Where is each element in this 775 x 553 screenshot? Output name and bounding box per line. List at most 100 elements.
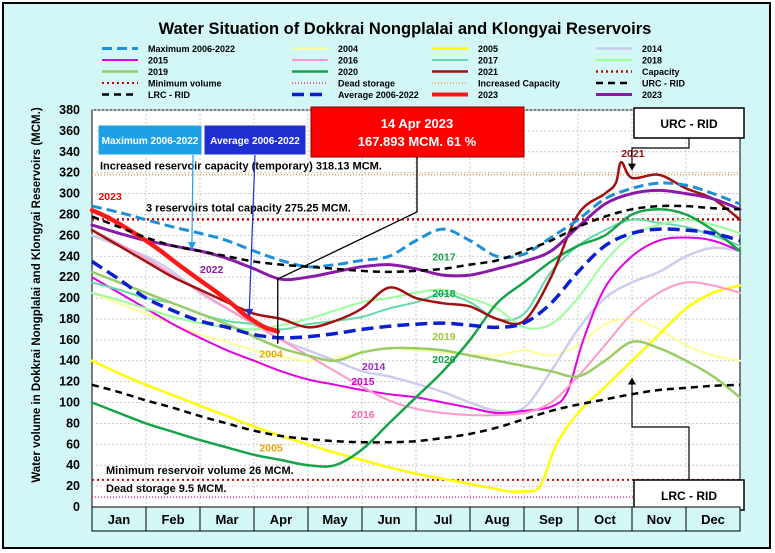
legend-label: Average 2006-2022 — [338, 90, 419, 100]
x-tick-label: Apr — [270, 512, 292, 527]
x-tick-dec: Dec — [685, 506, 741, 532]
y-tick-label-300: 300 — [59, 187, 80, 201]
x-tick-jun: Jun — [361, 506, 417, 532]
ref-label-capacity: 3 reservoirs total capacity 275.25 MCM. — [146, 202, 351, 214]
x-axis: Jan Feb Mar Apr May Jun Jul Aug Sep Oct Nov Dec — [91, 506, 741, 532]
callout-average-label: Average 2006-2022 — [210, 136, 300, 147]
y-tick-label-140: 140 — [59, 354, 80, 368]
y-tick-label-240: 240 — [59, 249, 80, 263]
legend-label: 2015 — [148, 56, 168, 66]
legend-item-capacity-11: Capacity — [596, 67, 680, 77]
x-tick-feb: Feb — [145, 506, 201, 532]
x-tick-aug: Aug — [469, 506, 525, 532]
callout-lrc: LRC - RID — [628, 377, 745, 511]
x-tick-apr: Apr — [253, 506, 309, 532]
x-tick-label: Oct — [594, 512, 616, 527]
series-line-maximum-2006-2022 — [91, 181, 741, 269]
legend-item-2023-19: 2023 — [596, 90, 662, 100]
legend-label: 2019 — [148, 67, 168, 77]
y-tick-label-0: 0 — [73, 500, 80, 514]
callout-maximum-label: Maximum 2006-2022 — [102, 136, 199, 147]
legend: Maximum 2006-2022 2004 2005 2014 2015 2016 201… — [102, 44, 685, 100]
series-line-urc-rid — [91, 204, 741, 274]
x-tick-label: Feb — [161, 512, 184, 527]
legend-label: 2004 — [338, 44, 358, 54]
y-tick-label-100: 100 — [59, 396, 80, 410]
series-line-2015 — [91, 236, 741, 415]
series-lines — [89, 160, 742, 494]
legend-item-dead-storage-13: Dead storage — [292, 79, 395, 89]
callout-average: Average 2006-2022 — [203, 124, 307, 317]
y-tick-label-320: 320 — [59, 166, 80, 180]
callout-current-value: 167.893 MCM. 61 % — [358, 134, 477, 149]
legend-label: 2018 — [642, 56, 662, 66]
x-tick-label: Nov — [647, 512, 672, 527]
legend-item-2019-8: 2019 — [102, 67, 168, 77]
x-tick-may: May — [307, 506, 363, 532]
series-line-2005 — [90, 284, 742, 494]
legend-item-2021-10: 2021 — [432, 67, 498, 77]
series-line-2019 — [90, 270, 742, 399]
y-tick-label-380: 380 — [59, 103, 80, 117]
y-tick-label-340: 340 — [59, 145, 80, 159]
legend-label: 2014 — [642, 44, 662, 54]
legend-label: 2017 — [478, 56, 498, 66]
x-tick-label: Jul — [434, 512, 453, 527]
series-label-2020: 2020 — [432, 354, 456, 366]
y-tick-label-220: 220 — [59, 270, 80, 284]
y-tick-label-200: 200 — [59, 291, 80, 305]
series-label-2021: 2021 — [621, 148, 645, 160]
ref-label-dead-storage: Dead storage 9.5 MCM. — [106, 483, 226, 495]
legend-label: 2005 — [478, 44, 498, 54]
y-tick-label-120: 120 — [59, 375, 80, 389]
legend-label: 2016 — [338, 56, 358, 66]
series-label-2023: 2023 — [98, 191, 122, 203]
callout-current-date: 14 Apr 2023 — [381, 116, 454, 131]
series-line-2018 — [91, 218, 741, 331]
x-tick-nov: Nov — [631, 506, 687, 532]
series-line-2016 — [91, 229, 741, 417]
series-label-2019: 2019 — [432, 331, 456, 343]
legend-item-2018-7: 2018 — [596, 56, 662, 66]
legend-label: 2021 — [478, 67, 498, 77]
series-label-2017: 2017 — [432, 251, 456, 263]
x-tick-label: Sep — [539, 512, 563, 527]
x-tick-label: Dec — [701, 512, 725, 527]
ref-label-increased-capacity: Increased reservoir capacity (temporary)… — [100, 161, 382, 173]
ref-label-minimum-volume: Minimum reservoir volume 26 MCM. — [106, 465, 294, 477]
legend-item-2015-4: 2015 — [102, 56, 168, 66]
legend-label: Dead storage — [338, 79, 395, 89]
x-tick-label: Jan — [108, 512, 130, 527]
y-tick-label-40: 40 — [66, 458, 80, 472]
series-line-average-2006-2022 — [91, 227, 741, 340]
legend-item-2020-9: 2020 — [292, 67, 358, 77]
series-label-2015: 2015 — [351, 376, 375, 388]
y-tick-label-360: 360 — [59, 124, 80, 138]
x-tick-jan: Jan — [91, 506, 147, 532]
legend-item-2017-6: 2017 — [432, 56, 498, 66]
y-tick-label-260: 260 — [59, 228, 80, 242]
x-tick-label: Aug — [484, 512, 509, 527]
series-line-2004 — [91, 291, 741, 362]
legend-label: Capacity — [642, 67, 680, 77]
series-label-2022: 2022 — [200, 264, 224, 276]
legend-item-2023-18: 2023 — [432, 90, 498, 100]
callout-urc: URC - RID — [628, 107, 745, 171]
legend-label: Increased Capacity — [478, 79, 560, 89]
chart-title: Water Situation of Dokkrai Nongplalai an… — [159, 20, 652, 38]
series-labels: 2023 2022 2004 2005 2014 2015 2016 2017 2018 2019… — [98, 148, 644, 455]
series-label-2016: 2016 — [351, 409, 375, 421]
legend-label: Minimum volume — [148, 79, 222, 89]
callout-urc-label: URC - RID — [660, 117, 718, 131]
legend-label: 2023 — [642, 90, 662, 100]
legend-item-minimum-volume-12: Minimum volume — [102, 79, 222, 89]
legend-label: 2020 — [338, 67, 358, 77]
legend-item-increased-capacity-14: Increased Capacity — [432, 79, 560, 89]
legend-item-maximum-2006-2022-0: Maximum 2006-2022 — [102, 44, 235, 54]
series-label-2014: 2014 — [362, 361, 386, 373]
x-tick-label: Jun — [377, 512, 400, 527]
y-tick-label-280: 280 — [59, 207, 80, 221]
x-tick-sep: Sep — [523, 506, 579, 532]
legend-item-urc-rid-15: URC - RID — [596, 79, 685, 89]
legend-item-2014-3: 2014 — [596, 44, 662, 54]
